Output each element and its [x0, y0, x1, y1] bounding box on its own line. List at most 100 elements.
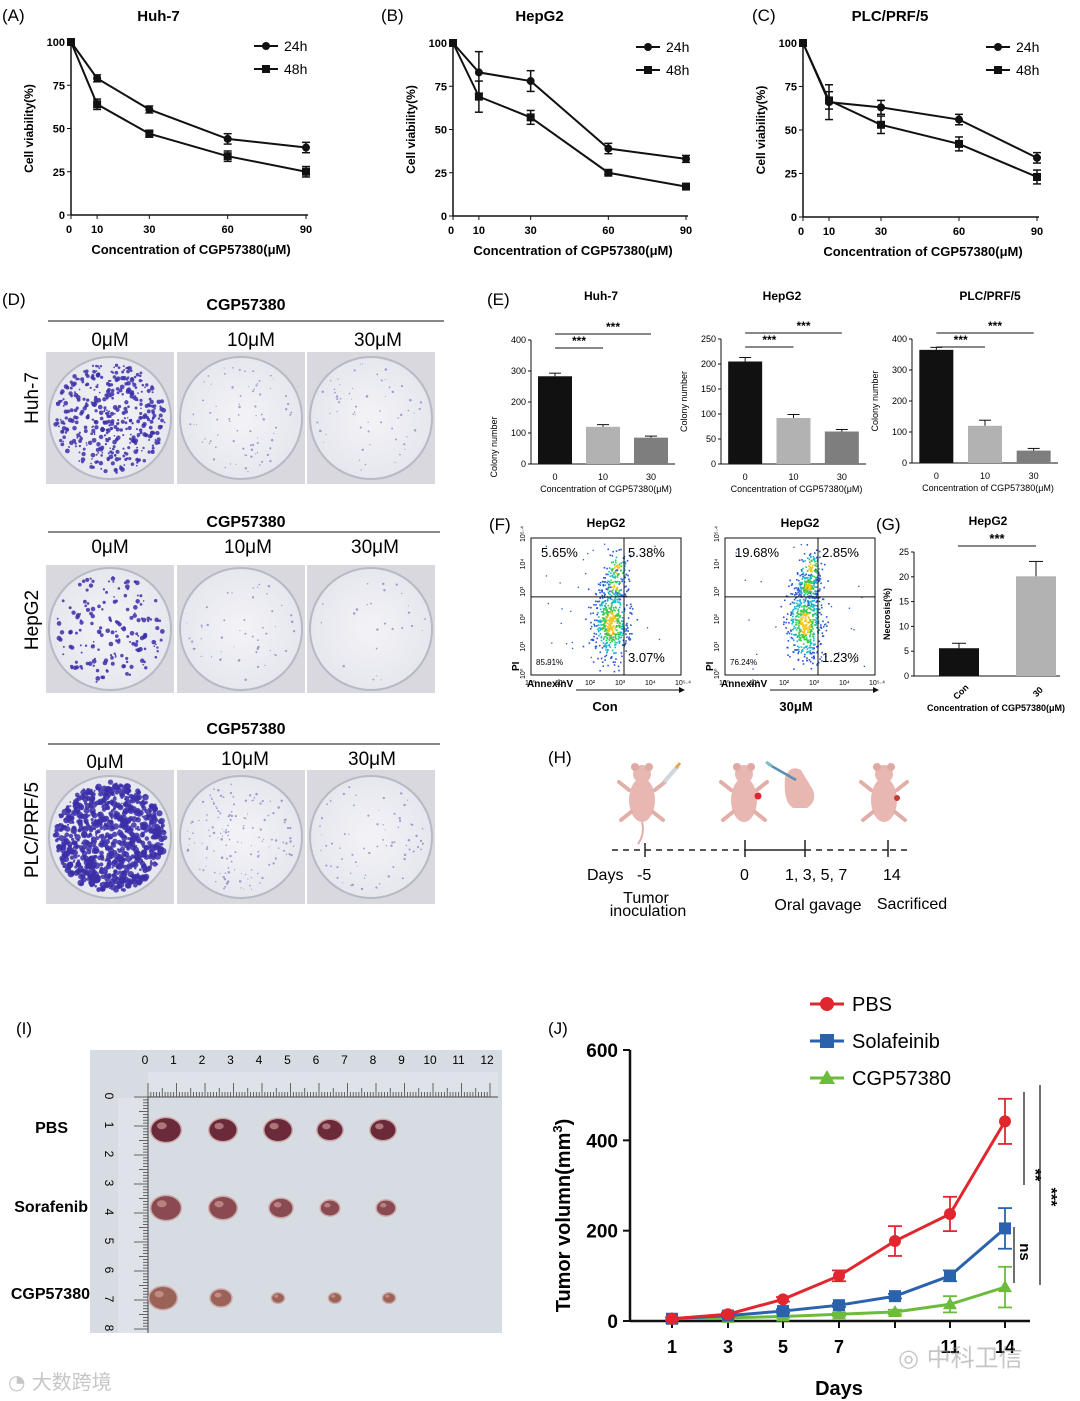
colony-dot	[159, 405, 162, 408]
event-dot	[611, 640, 613, 643]
x-tick-label: 30	[837, 472, 847, 482]
colony-dot	[285, 649, 288, 653]
colony-dot	[215, 805, 217, 808]
event-dot	[616, 586, 619, 589]
colony-dot	[221, 835, 224, 837]
colony-dot	[219, 832, 222, 835]
colony-dot	[355, 608, 359, 611]
colony-dot	[97, 819, 100, 822]
event-dot	[601, 620, 604, 622]
tumor-highlight	[156, 1200, 167, 1208]
event-dot	[611, 622, 613, 625]
data-point	[944, 1207, 956, 1220]
x-tick-label: 10⁵·⁴	[675, 680, 691, 687]
event-dot	[599, 597, 602, 599]
y-tick-label: 250	[701, 334, 716, 344]
colony-dot	[220, 856, 224, 859]
event-dot	[820, 627, 823, 629]
colony-dot	[220, 636, 224, 639]
colony-dot	[113, 596, 115, 598]
event-dot	[624, 630, 626, 633]
event-dot	[808, 602, 810, 605]
colony-dot	[98, 460, 104, 466]
colony-dot	[337, 401, 341, 404]
event-dot	[793, 644, 795, 646]
colony-dot	[141, 833, 145, 837]
tumor-highlight	[385, 1294, 390, 1298]
colony-dot	[230, 810, 233, 813]
event-dot	[818, 579, 821, 581]
data-point	[889, 1235, 901, 1248]
colony-dot	[419, 839, 423, 843]
colony-plate	[307, 770, 435, 904]
event-dot	[621, 572, 624, 574]
event-dot	[800, 609, 802, 612]
colony-dot	[383, 622, 387, 625]
colony-dot	[138, 428, 143, 432]
event-dot	[608, 584, 610, 587]
colony-dot	[353, 411, 356, 414]
event-dot	[620, 652, 623, 654]
arrow-head-icon	[873, 687, 879, 693]
colony-dot	[262, 418, 266, 421]
event-dot	[622, 628, 624, 631]
colony-dot	[247, 878, 249, 880]
colony-dot	[221, 828, 223, 830]
colony-dot	[90, 797, 95, 802]
colony-dot	[234, 851, 237, 854]
colony-dot	[277, 847, 280, 849]
colony-dot	[319, 825, 321, 827]
legend-marker	[994, 43, 1002, 51]
event-dot	[626, 622, 628, 625]
event-dot	[609, 624, 612, 627]
colony-dot	[132, 392, 135, 395]
event-dot	[801, 630, 803, 633]
event-dot	[804, 605, 806, 608]
event-dot	[619, 616, 621, 618]
event-dot	[799, 622, 801, 624]
colony-dot	[238, 403, 240, 405]
event-dot	[610, 579, 612, 582]
event-dot	[795, 587, 797, 589]
colony-dot	[70, 837, 75, 842]
event-dot	[806, 588, 809, 591]
colony-dot	[78, 628, 82, 632]
x-axis-label: Concentration of CGP57380(μM)	[731, 484, 863, 494]
event-dot	[598, 616, 600, 618]
x-tick-label: 10	[473, 225, 485, 237]
colony-dot	[127, 405, 130, 409]
event-dot	[798, 594, 800, 597]
colony-dot	[239, 394, 242, 397]
y-axis-label-close: )	[553, 1119, 575, 1126]
x-tick-label: 30	[525, 225, 537, 237]
data-point	[449, 39, 457, 47]
y-tick-label: 10²	[714, 613, 721, 624]
colony-dot	[56, 617, 59, 620]
colony-dot	[96, 442, 101, 447]
event-dot	[612, 601, 614, 603]
colony-dot	[236, 429, 239, 432]
event-dot	[815, 594, 818, 596]
colony-dot	[103, 434, 107, 437]
event-dot	[815, 549, 818, 552]
event-dot	[600, 635, 603, 638]
event-dot	[796, 636, 799, 638]
colony-dot	[282, 841, 285, 844]
event-dot	[796, 640, 799, 643]
event-dot	[602, 642, 605, 644]
tumor-specimen	[149, 1116, 183, 1144]
event-dot	[802, 634, 804, 636]
colony-dot	[388, 386, 391, 389]
event-dot	[600, 604, 602, 607]
colony-dot	[97, 811, 104, 819]
colony-dot	[268, 846, 270, 848]
event-dot	[798, 593, 801, 595]
significance-label: ***	[762, 333, 776, 347]
colony-dot	[66, 841, 73, 847]
colony-dot	[129, 441, 132, 444]
tumor-specimen	[270, 1291, 286, 1305]
colony-dot	[255, 651, 258, 654]
event-dot	[608, 570, 610, 573]
event-dot	[587, 606, 590, 609]
event-dot	[809, 575, 812, 577]
